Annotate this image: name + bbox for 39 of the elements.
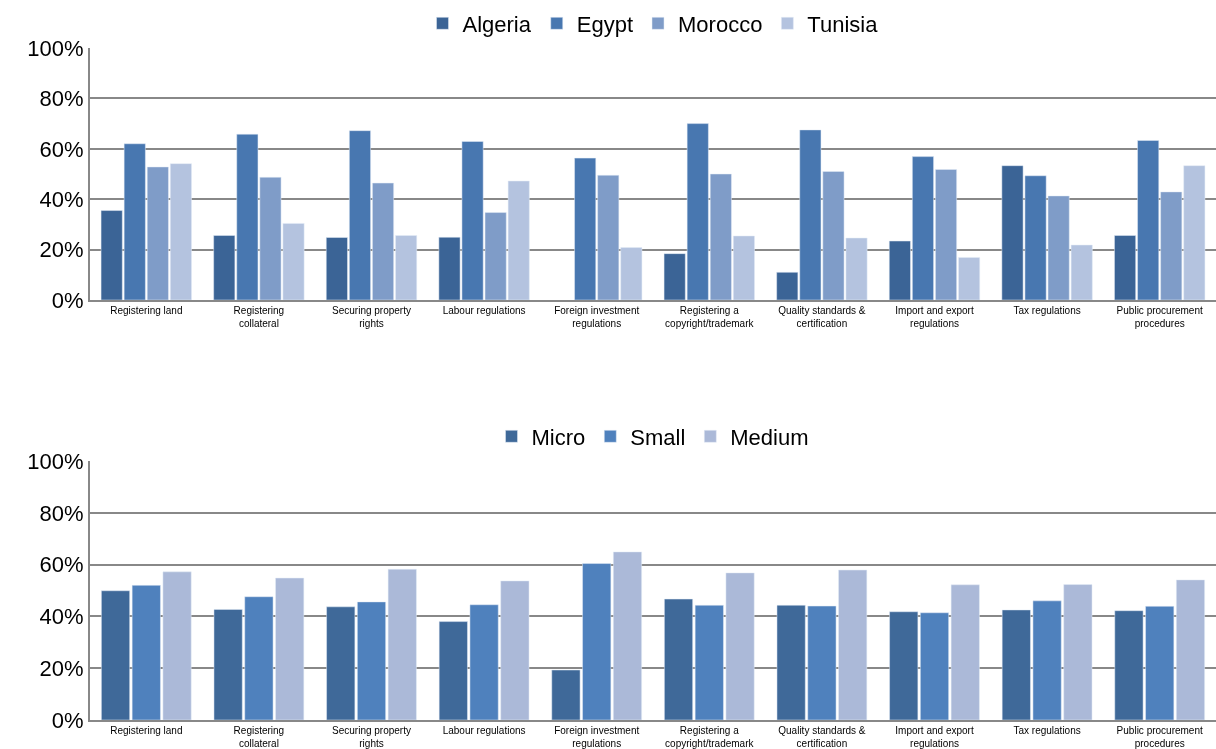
x-tick-label: Registering land — [110, 305, 183, 316]
x-tick-label: Labour regulations — [442, 305, 526, 316]
x-tick-label: Registering collateral — [233, 725, 285, 749]
x-tick-label: Registering a copyright/trademark — [665, 305, 755, 329]
y-tick-label: 40% — [39, 604, 84, 630]
x-tick-label: Tax regulations — [1013, 305, 1081, 316]
y-tick-label: 20% — [39, 655, 84, 681]
legend-label: Algeria — [462, 11, 532, 37]
y-tick-label: 100% — [27, 448, 84, 474]
legend-label: Egypt — [576, 11, 634, 37]
x-tick-label: Foreign investment regulations — [554, 305, 640, 329]
legend-label: Small — [630, 424, 686, 450]
x-tick-label: Public procurement procedures — [1116, 725, 1203, 749]
y-tick-label: 40% — [39, 186, 84, 212]
y-tick-label: 60% — [39, 136, 84, 162]
x-tick-label: Securing property rights — [332, 725, 411, 749]
x-tick-label: Tax regulations — [1013, 725, 1081, 736]
y-tick-label: 80% — [39, 500, 84, 526]
y-tick-label: 20% — [39, 237, 84, 263]
x-tick-label: Foreign investment regulations — [554, 725, 640, 749]
x-tick-label: Quality standards & certification — [778, 725, 866, 749]
legend-label: Medium — [730, 424, 809, 450]
x-tick-label: Labour regulations — [442, 725, 526, 736]
x-tick-label: Registering collateral — [233, 305, 285, 329]
x-tick-label: Registering land — [110, 725, 183, 736]
x-tick-label: Import and export regulations — [895, 725, 974, 749]
y-tick-label: 100% — [27, 35, 84, 61]
y-tick-label: 0% — [51, 287, 84, 313]
legend-label: Morocco — [678, 11, 763, 37]
x-tick-label: Import and export regulations — [895, 305, 974, 329]
x-tick-label: Quality standards & certification — [778, 305, 866, 329]
x-tick-label: Registering a copyright/trademark — [665, 725, 755, 749]
x-tick-label: Securing property rights — [332, 305, 411, 329]
y-tick-label: 80% — [39, 86, 84, 112]
y-tick-label: 0% — [51, 707, 84, 733]
legend-label: Micro — [531, 424, 586, 450]
x-tick-label: Public procurement procedures — [1116, 305, 1203, 329]
legend-label: Tunisia — [807, 11, 879, 37]
y-tick-label: 60% — [39, 552, 84, 578]
